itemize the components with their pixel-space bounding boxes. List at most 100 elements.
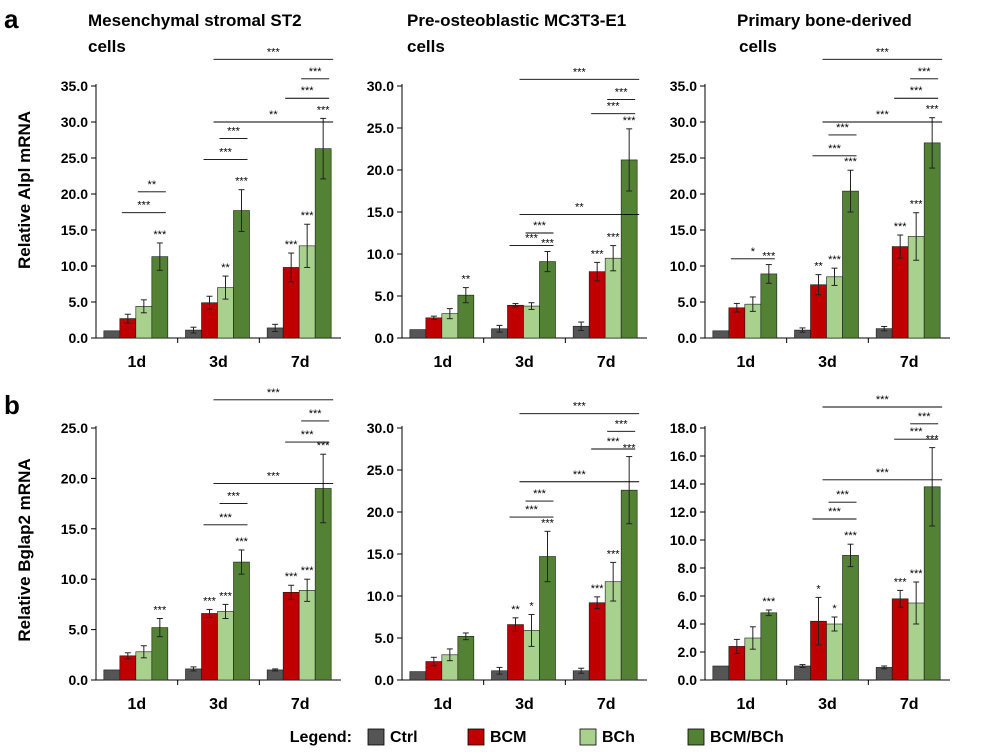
bar-bcm-bch-1d	[457, 636, 475, 681]
bracket-label: ***	[876, 394, 890, 406]
legend-swatch-bcm	[467, 728, 485, 746]
bracket-label: ***	[910, 426, 924, 438]
y-tick-label: 15.0	[61, 521, 88, 537]
y-tick-label: 15.0	[367, 546, 394, 562]
bar-bcm-1d	[425, 317, 443, 339]
significance-label: ***	[317, 440, 331, 452]
y-tick-label: 25.0	[367, 462, 394, 478]
significance-label: ***	[301, 565, 315, 577]
x-tick-label: 7d	[900, 696, 919, 713]
y-tick-label: 10.0	[367, 588, 394, 604]
y-tick-label: 0.0	[375, 330, 395, 346]
chart-panels: Mesenchymal stromal ST2 cells 0.0 5.0 10.0 15…	[61, 11, 950, 713]
legend-entry-ctrl: Ctrl	[390, 729, 418, 746]
bracket-label: ***	[267, 470, 281, 482]
significance-label: ***	[623, 115, 637, 127]
bar-ctrl-7d	[266, 669, 284, 681]
bracket-label: ***	[309, 66, 323, 78]
y-tick-label: 5.0	[69, 622, 89, 638]
significance-label: ***	[153, 229, 167, 241]
significance-label: ***	[844, 156, 858, 168]
bracket-label: ***	[219, 512, 233, 524]
bar-bcm-bch-7d	[923, 142, 941, 339]
significance-label: ***	[203, 595, 217, 607]
x-tick-label: 1d	[127, 696, 146, 713]
y-tick-label: 10.0	[670, 532, 697, 548]
bar-bch-3d	[826, 623, 843, 681]
y-tick-label: 10.0	[367, 246, 394, 262]
chart-title-line-1: Pre-osteoblastic MC3T3-E1	[407, 11, 626, 30]
significance-label: ***	[894, 221, 908, 233]
y-tick-label: 18.0	[670, 420, 697, 436]
significance-label: *	[816, 583, 821, 595]
bar-bcm-bch-3d	[842, 190, 859, 339]
bar-bch-3d	[523, 305, 540, 339]
bracket-label: ***	[301, 429, 315, 441]
significance-label: ***	[153, 605, 167, 617]
y-tick-label: 5.0	[375, 630, 395, 646]
y-tick-label: 20.0	[61, 186, 88, 202]
x-tick-label: 3d	[515, 696, 534, 713]
y-tick-label: 14.0	[670, 476, 697, 492]
chart-title-line-2: cells	[739, 37, 777, 56]
significance-label: ***	[910, 199, 924, 211]
legend-swatch-ctrl	[367, 728, 385, 746]
significance-label: **	[814, 261, 823, 273]
y-tick-label: 30.0	[61, 114, 88, 130]
x-tick-label: 1d	[736, 354, 755, 371]
bar-bcm-bch-3d	[539, 261, 556, 339]
chart-title-line-1: Mesenchymal stromal ST2	[88, 11, 302, 30]
significance-label: **	[221, 262, 230, 274]
y-tick-label: 20.0	[670, 186, 697, 202]
chart-a-2: Pre-osteoblastic MC3T3-E1 cells 0.0 5.0 10.0…	[367, 11, 647, 371]
y-tick-label: 30.0	[367, 420, 394, 436]
significance-label: ***	[219, 590, 233, 602]
x-tick-label: 7d	[291, 354, 310, 371]
significance-label: ***	[285, 571, 299, 583]
significance-label: ***	[541, 237, 555, 249]
bracket-label: ***	[573, 66, 587, 78]
bracket-label: ***	[137, 200, 151, 212]
legend-swatch-bch	[579, 728, 597, 746]
legend-entry-bch: BCh	[602, 729, 635, 746]
y-axis-label-alpl: Relative Alpl mRNA	[15, 111, 34, 269]
bracket-label: ***	[607, 101, 621, 113]
bar-ctrl-1d	[712, 330, 730, 339]
x-tick-label: 1d	[127, 354, 146, 371]
significance-label: ***	[591, 583, 605, 595]
bracket-label: ***	[876, 46, 890, 58]
significance-label: *	[529, 600, 534, 612]
bracket-label: ***	[219, 146, 233, 158]
y-tick-label: 0.0	[69, 672, 89, 688]
significance-label: ***	[844, 530, 858, 542]
chart-b-3: 0.0 2.0 4.0 6.0 8.0 10.0 12.0 14.0 16.0 18.0 1d 3d 7…	[670, 394, 950, 713]
bracket-label: ***	[876, 109, 890, 121]
chart-b-2: 0.05.010.015.020.025.030.01d 3d 7d********…	[367, 401, 647, 713]
bracket-label: ***	[301, 85, 315, 97]
bracket-label: ***	[836, 489, 850, 501]
significance-label: ***	[762, 596, 776, 608]
bracket-label: ***	[267, 46, 281, 58]
chart-a-3: Primary bone-derived cells 0.0 5.0 10.0 15.0 2…	[670, 11, 950, 371]
y-tick-label: 30.0	[670, 114, 697, 130]
bar-bcm-7d	[588, 271, 606, 339]
y-tick-label: 10.0	[61, 258, 88, 274]
bar-bcm-7d	[588, 602, 606, 681]
bar-ctrl-1d	[409, 329, 427, 339]
y-tick-label: 2.0	[678, 644, 698, 660]
x-tick-label: 7d	[900, 354, 919, 371]
bar-ctrl-1d	[712, 665, 730, 681]
y-tick-label: 6.0	[678, 588, 698, 604]
y-tick-label: 20.0	[61, 470, 88, 486]
x-tick-label: 7d	[597, 696, 616, 713]
chart-title-line-2: cells	[88, 37, 126, 56]
bracket-label: ***	[533, 220, 547, 232]
y-tick-label: 25.0	[61, 420, 88, 436]
y-tick-label: 15.0	[61, 222, 88, 238]
bracket-label: ***	[836, 122, 850, 134]
x-tick-label: 1d	[736, 696, 755, 713]
significance-label: ***	[910, 568, 924, 580]
x-tick-label: 7d	[291, 696, 310, 713]
chart-a-1: Mesenchymal stromal ST2 cells 0.0 5.0 10.0 15…	[61, 11, 341, 371]
